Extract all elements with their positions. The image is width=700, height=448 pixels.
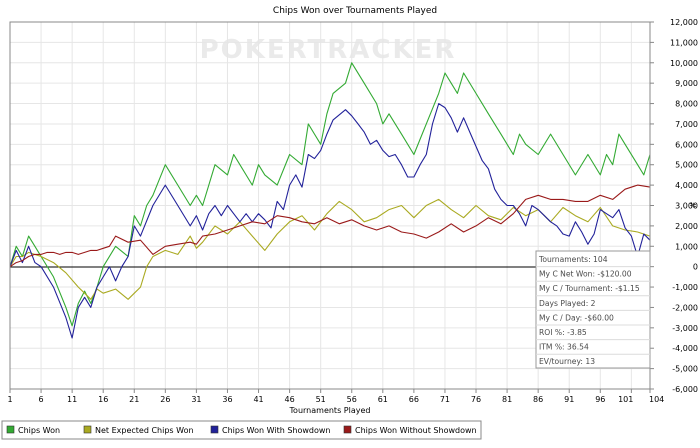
x-tick-label: 51	[316, 395, 326, 404]
x-tick-label: 66	[409, 395, 419, 404]
stats-tooltip-frame	[535, 250, 651, 369]
y-tick-label: 3,000	[675, 202, 698, 211]
y-tick-label: 5,000	[675, 161, 698, 170]
y-tick-label: 8,000	[675, 100, 698, 109]
x-tick-label: 16	[98, 395, 108, 404]
y-axis-ticks: -6,000 -5,000 -4,000 -3,000 -2,000 -1,000 0 1,0…	[650, 18, 698, 394]
stats-line: My C / Tournament: -$1.15	[539, 284, 640, 293]
y-tick-label: -3,000	[672, 324, 698, 333]
x-axis-label: Tournaments Played	[289, 406, 371, 415]
legend-swatch	[83, 425, 92, 434]
y-tick-label: 7,000	[675, 120, 698, 129]
y-tick-label: -1,000	[672, 283, 698, 292]
x-tick-label: 81	[502, 395, 512, 404]
x-tick-label: 46	[285, 395, 295, 404]
y-tick-label: -6,000	[672, 385, 698, 394]
y-tick-label: 2,000	[675, 222, 698, 231]
x-tick-label: 104	[649, 395, 664, 404]
x-tick-label: 86	[533, 395, 543, 404]
stats-line: Days Played: 2	[539, 299, 596, 308]
legend-swatch	[210, 425, 219, 434]
legend-label: Chips Won Without Showdown	[355, 426, 477, 435]
legend-label: Chips Won With Showdown	[222, 426, 331, 435]
x-tick-label: 41	[253, 395, 263, 404]
x-tick-label: 31	[191, 395, 201, 404]
stats-line: Tournaments: 104	[538, 255, 608, 264]
pokertracker-watermark: POKERTRACKER	[200, 35, 457, 65]
legend-swatch	[6, 425, 15, 434]
series-lines	[9, 62, 651, 339]
x-tick-label: 91	[564, 395, 574, 404]
stats-line: EV/tourney: 13	[539, 357, 595, 366]
y-tick-label: 6,000	[675, 140, 698, 149]
series-line-chips-won	[9, 62, 651, 327]
y-tick-label: 0	[693, 263, 698, 272]
y-tick-label: 11,000	[670, 38, 698, 47]
y-axis-label: #	[688, 202, 697, 209]
stats-line: My C / Day: -$60.00	[539, 313, 614, 322]
x-tick-label: 76	[471, 395, 481, 404]
y-tick-label: -5,000	[672, 365, 698, 374]
y-tick-label: 10,000	[670, 59, 698, 68]
y-tick-label: 12,000	[670, 18, 698, 27]
y-tick-label: 9,000	[675, 79, 698, 88]
y-tick-label: 4,000	[675, 181, 698, 190]
x-tick-label: 6	[39, 395, 44, 404]
x-tick-label: 71	[440, 395, 450, 404]
x-tick-label: 61	[378, 395, 388, 404]
stats-line: My C Net Won: -$120.00	[539, 270, 632, 279]
x-axis-ticks: 1 6 11 16 21 26 31 36 41 46 51 56 61 66 71 76 81 86 91 96 10…	[7, 389, 664, 404]
x-tick-label: 26	[160, 395, 170, 404]
legend-frame	[1, 420, 482, 440]
x-tick-label: 96	[595, 395, 605, 404]
series-line-chips-won-without-showdown	[9, 184, 651, 268]
stats-line: ROI %: -3.85	[539, 328, 587, 337]
y-tick-label: 1,000	[675, 242, 698, 251]
stats-line: ITM %: 36.54	[539, 343, 589, 352]
y-tick-label: -4,000	[672, 344, 698, 353]
legend-label: Chips Won	[18, 426, 60, 435]
x-tick-label: 21	[129, 395, 139, 404]
x-tick-label: 56	[347, 395, 357, 404]
x-tick-label: 36	[222, 395, 232, 404]
stats-tooltip: Tournaments: 104 My C Net Won: -$120.00 My…	[535, 250, 651, 369]
chart-title: Chips Won over Tournaments Played	[273, 6, 437, 16]
legend: Chips Won Net Expected Chips Won Chips Won…	[1, 420, 482, 440]
y-tick-label: -2,000	[672, 303, 698, 312]
series-line-chips-won-with-showdown	[9, 103, 651, 339]
legend-label: Net Expected Chips Won	[95, 426, 194, 435]
x-tick-label: 1	[7, 395, 12, 404]
legend-swatch	[343, 425, 352, 434]
x-tick-label: 101	[618, 395, 633, 404]
x-tick-label: 11	[67, 395, 77, 404]
